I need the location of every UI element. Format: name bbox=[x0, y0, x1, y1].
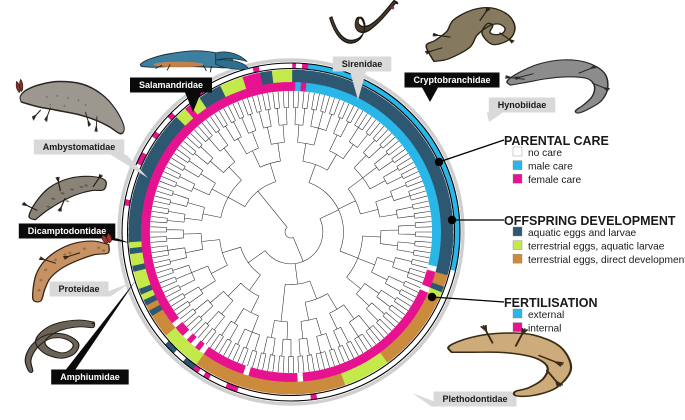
svg-text:terrestrial eggs, aquatic larv: terrestrial eggs, aquatic larvae bbox=[528, 242, 665, 253]
svg-text:Amphiumidae: Amphiumidae bbox=[60, 372, 120, 382]
svg-text:Ambystomatidae: Ambystomatidae bbox=[43, 142, 116, 152]
svg-text:Hynobiidae: Hynobiidae bbox=[498, 100, 547, 110]
svg-text:Cryptobranchidae: Cryptobranchidae bbox=[413, 75, 490, 85]
svg-text:no care: no care bbox=[528, 148, 562, 159]
svg-text:Proteidae: Proteidae bbox=[58, 284, 99, 294]
svg-text:Salamandridae: Salamandridae bbox=[139, 80, 203, 90]
svg-text:Sirenidae: Sirenidae bbox=[342, 59, 383, 69]
svg-text:OFFSPRING DEVELOPMENT: OFFSPRING DEVELOPMENT bbox=[504, 214, 676, 228]
svg-text:female care: female care bbox=[528, 175, 582, 186]
svg-text:Dicamptodontidae: Dicamptodontidae bbox=[28, 226, 107, 236]
svg-text:aquatic eggs and larvae: aquatic eggs and larvae bbox=[528, 228, 637, 239]
svg-text:male care: male care bbox=[528, 162, 573, 173]
svg-text:PARENTAL CARE: PARENTAL CARE bbox=[504, 134, 609, 148]
svg-text:external: external bbox=[528, 310, 564, 321]
svg-text:Plethodontidae: Plethodontidae bbox=[443, 394, 508, 404]
svg-text:terrestrial eggs, direct devel: terrestrial eggs, direct development bbox=[528, 255, 685, 266]
svg-text:internal: internal bbox=[528, 324, 561, 335]
svg-text:FERTILISATION: FERTILISATION bbox=[504, 296, 598, 310]
